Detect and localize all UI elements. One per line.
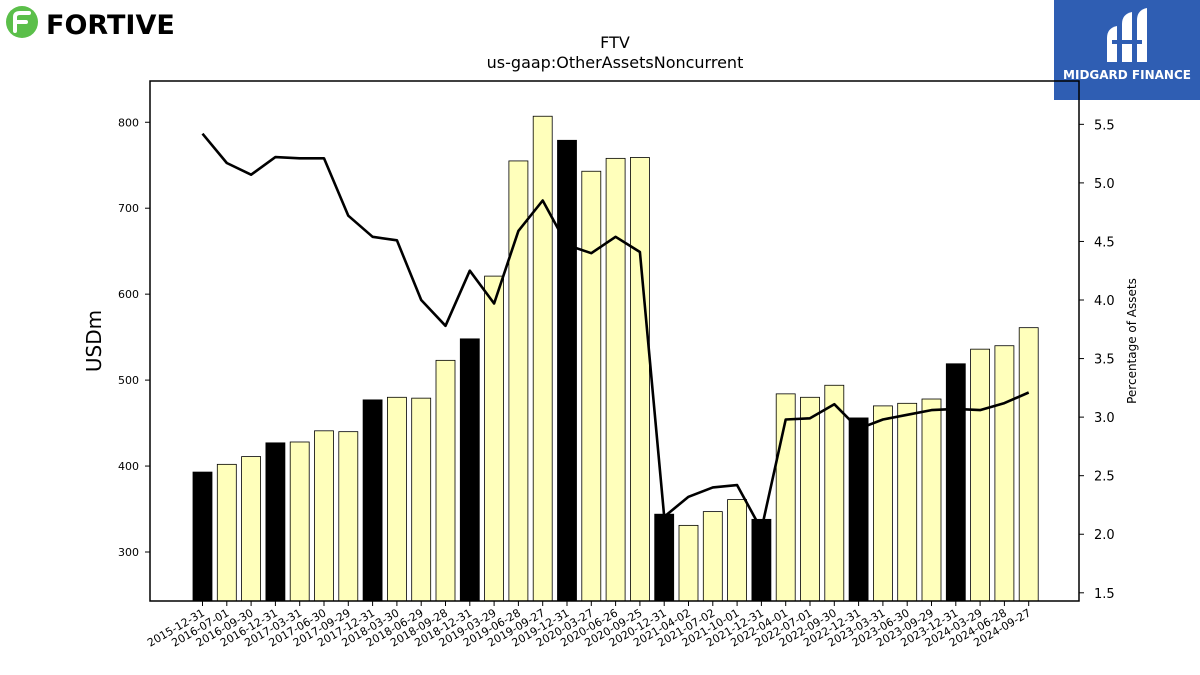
bar-2019-09-27 — [532, 115, 553, 602]
bar-2022-12-31 — [848, 417, 869, 602]
bar-2019-12-31 — [557, 139, 577, 602]
bar-2024-06-28 — [994, 345, 1015, 602]
bar-2019-06-28 — [508, 160, 529, 602]
bar-2018-09-28 — [435, 359, 456, 602]
bar-2021-07-02 — [702, 511, 723, 602]
bar-2018-06-29 — [411, 397, 432, 602]
bar-2017-12-31 — [362, 399, 383, 602]
bar-2020-09-25 — [630, 157, 650, 602]
bar-2020-06-26 — [605, 157, 626, 602]
bar-2020-03-27 — [581, 170, 602, 602]
fortive-wordmark: FORTIVE — [46, 10, 175, 41]
plot-frame — [149, 80, 1080, 602]
bar-2022-07-01 — [800, 396, 820, 602]
fortive-logo-mark: FORTIVE — [6, 6, 175, 41]
y2-tick-label: 1.5 — [1094, 587, 1115, 602]
bar-2015-12-31 — [192, 471, 213, 602]
bar-2016-07-01 — [216, 463, 237, 602]
bar-2024-09-27 — [1018, 327, 1039, 602]
fortive-logo: FORTIVE — [4, 4, 194, 42]
bar-2017-03-31 — [289, 441, 310, 602]
chart-subtitle: us-gaap:OtherAssetsNoncurrent — [487, 53, 744, 72]
bar-2021-12-31 — [751, 518, 772, 602]
bar-2023-06-30 — [897, 402, 918, 602]
bar-series — [192, 115, 1039, 602]
y2-tick-label: 3.5 — [1094, 353, 1115, 368]
midgard-finance-wordmark: MIDGARD FINANCE — [1063, 68, 1191, 82]
bar-2023-03-31 — [873, 405, 893, 602]
bar-2021-10-01 — [727, 499, 747, 602]
y2-axis-label: Percentage of Assets — [1125, 278, 1139, 404]
y-tick-label: 600 — [118, 288, 139, 301]
bar-2023-12-31 — [945, 363, 966, 602]
y-tick-label: 500 — [118, 374, 139, 387]
bar-2020-12-31 — [654, 513, 675, 602]
y-axis-right: 1.5 2.0 2.5 3.0 3.5 4.0 4.5 5.0 5.5 — [1079, 118, 1115, 602]
y2-tick-label: 2.5 — [1094, 470, 1115, 485]
y-tick-label: 400 — [118, 460, 139, 473]
line-series — [201, 132, 1030, 531]
midgard-logo-icon — [1107, 8, 1147, 62]
y-tick-label: 300 — [118, 546, 139, 559]
bar-2016-12-31 — [265, 442, 286, 602]
x-axis: 2015-12-312016-07-012016-09-302016-12-31… — [145, 601, 1033, 650]
y2-tick-label: 3.0 — [1094, 411, 1115, 426]
y2-tick-label: 4.0 — [1094, 294, 1115, 309]
y-axis-left: 300 400 500 600 700 800 — [118, 116, 150, 559]
chart-title: FTV — [600, 33, 630, 52]
y-axis-label: USDm — [82, 310, 106, 372]
bar-2022-09-30 — [824, 384, 845, 602]
bar-2024-03-29 — [970, 348, 990, 602]
y2-tick-label: 5.5 — [1094, 118, 1115, 133]
y2-tick-label: 5.0 — [1094, 177, 1115, 192]
bar-2016-09-30 — [241, 456, 262, 602]
midgard-finance-badge: MIDGARD FINANCE — [1054, 0, 1200, 100]
bar-2018-03-30 — [386, 396, 407, 602]
bar-2017-06-30 — [314, 430, 334, 602]
y2-tick-label: 2.0 — [1094, 528, 1115, 543]
fortive-f-mark — [13, 11, 31, 33]
y-tick-label: 800 — [118, 116, 139, 129]
y-tick-label: 700 — [118, 202, 139, 215]
percentage-line — [201, 132, 1030, 531]
bar-2019-03-29 — [484, 275, 505, 602]
bar-2018-12-31 — [459, 338, 480, 602]
bar-2021-04-02 — [678, 524, 699, 602]
bar-2017-09-29 — [338, 431, 359, 602]
y2-tick-label: 4.5 — [1094, 235, 1115, 250]
bar-2023-09-29 — [921, 398, 942, 602]
